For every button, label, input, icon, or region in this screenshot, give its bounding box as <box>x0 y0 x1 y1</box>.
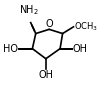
Text: OH: OH <box>38 70 53 80</box>
Text: O: O <box>45 19 53 29</box>
Text: OH: OH <box>73 44 88 54</box>
Text: HO: HO <box>3 44 18 54</box>
Text: OCH$_3$: OCH$_3$ <box>74 21 99 33</box>
Text: NH$_2$: NH$_2$ <box>19 3 39 17</box>
